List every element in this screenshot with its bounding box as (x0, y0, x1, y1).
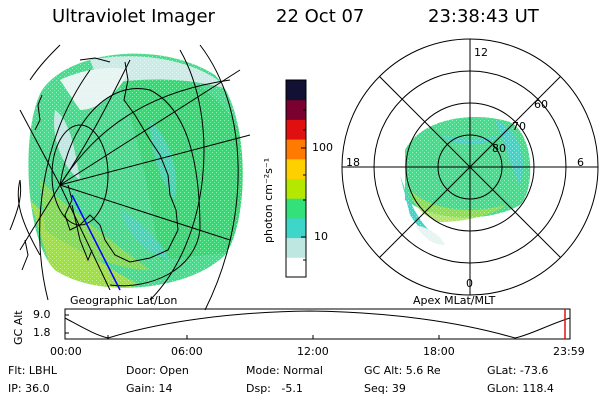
mlt-label-18: 18 (346, 156, 360, 169)
observation-time: 23:38:43 UT (428, 6, 539, 27)
colorbar-tick-10: 10 (314, 230, 328, 243)
altitude-plot (64, 308, 571, 340)
dsp-status: Dsp: -5.1 (246, 382, 303, 395)
colorbar-band (286, 119, 306, 140)
colorbar-band (286, 217, 306, 239)
altitude-ylabel: GC Alt (12, 310, 25, 345)
gain-status: Gain: 14 (126, 382, 173, 395)
gc-alt-status: GC Alt: 5.6 Re (364, 364, 441, 377)
observation-date: 22 Oct 07 (276, 6, 365, 27)
filter-status: Flt: LBHL (8, 364, 57, 377)
instrument-title: Ultraviolet Imager (52, 6, 215, 27)
mlat-label-60: 60 (534, 98, 548, 111)
mlt-label-0: 0 (466, 277, 473, 290)
time-tick-0000: 00:00 (50, 345, 82, 358)
colorbar-tick-100: 100 (312, 141, 333, 154)
colorbar (285, 79, 307, 278)
glon-status: GLon: 118.4 (487, 382, 554, 395)
colorbar-band (286, 139, 306, 160)
colorbar-band (286, 80, 306, 101)
geographic-map (9, 44, 251, 311)
time-tick-1200: 12:00 (297, 345, 329, 358)
polar-map (341, 38, 599, 296)
colorbar-band (286, 178, 306, 199)
polar-map-label: Apex MLat/MLT (413, 294, 496, 307)
time-tick-1800: 18:00 (423, 345, 455, 358)
colorbar-band (286, 198, 306, 219)
seq-status: Seq: 39 (364, 382, 406, 395)
colorbar-band (286, 257, 306, 278)
colorbar-band (286, 237, 306, 258)
geographic-map-label: Geographic Lat/Lon (70, 294, 178, 307)
mlat-label-70: 70 (512, 120, 526, 133)
time-tick-0600: 06:00 (171, 345, 203, 358)
colorbar-band (286, 99, 306, 120)
door-status: Door: Open (126, 364, 189, 377)
ip-status: IP: 36.0 (8, 382, 50, 395)
time-tick-2359: 23:59 (553, 345, 585, 358)
colorbar-unit-label: photon cm⁻²s⁻¹ (262, 157, 275, 243)
glat-status: GLat: -73.6 (487, 364, 549, 377)
mlt-label-6: 6 (577, 156, 584, 169)
mlt-label-12: 12 (474, 46, 488, 59)
altitude-ytick-1-8: 1.8 (33, 326, 51, 339)
colorbar-band (286, 158, 306, 179)
mode-status: Mode: Normal (246, 364, 323, 377)
mlat-label-80: 80 (492, 142, 506, 155)
altitude-ytick-9: 9.0 (33, 308, 51, 321)
